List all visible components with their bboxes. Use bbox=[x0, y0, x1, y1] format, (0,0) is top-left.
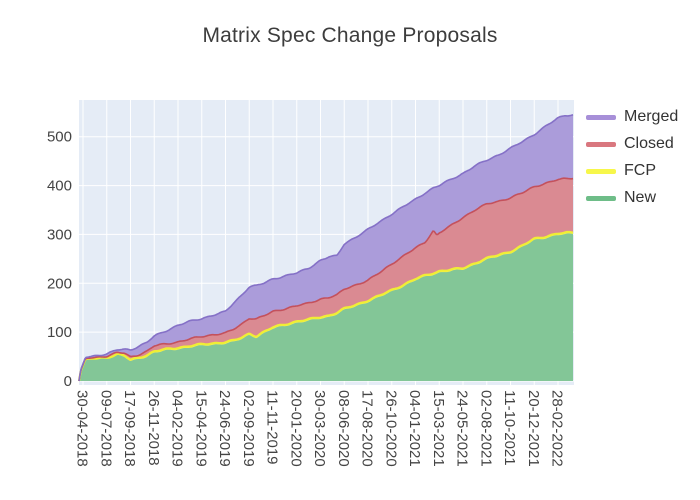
x-tick-label: 30-04-2018 bbox=[74, 390, 91, 467]
y-tick-label: 300 bbox=[47, 226, 72, 243]
legend-item-fcp[interactable]: FCP bbox=[586, 162, 678, 180]
y-tick-label: 100 bbox=[47, 324, 72, 341]
x-tick-label: 08-06-2020 bbox=[335, 390, 352, 467]
x-tick-label: 17-08-2020 bbox=[359, 390, 376, 467]
x-tick-label: 24-05-2021 bbox=[454, 390, 471, 467]
legend-swatch-closed bbox=[586, 141, 616, 147]
x-tick-label: 11-11-2019 bbox=[264, 390, 281, 465]
x-tick-label: 02-09-2019 bbox=[240, 390, 257, 467]
legend-label: Closed bbox=[624, 135, 674, 152]
x-tick-label: 26-11-2018 bbox=[145, 390, 162, 466]
legend-item-closed[interactable]: Closed bbox=[586, 135, 678, 153]
chart-title: Matrix Spec Change Proposals bbox=[202, 24, 498, 47]
x-tick-label: 24-06-2019 bbox=[216, 390, 233, 467]
x-tick-label: 02-08-2021 bbox=[477, 390, 494, 467]
legend-item-merged[interactable]: Merged bbox=[586, 108, 678, 126]
line-closed bbox=[78, 177, 574, 382]
y-tick-label: 0 bbox=[64, 373, 72, 390]
legend-label: Merged bbox=[624, 108, 679, 125]
x-tick-label: 20-12-2021 bbox=[525, 390, 542, 467]
legend-swatch-fcp bbox=[586, 168, 616, 174]
legend-swatch-merged bbox=[586, 114, 616, 120]
legend-swatch-new bbox=[586, 195, 616, 201]
x-tick-label: 15-03-2021 bbox=[430, 390, 447, 467]
y-tick-label: 500 bbox=[47, 129, 72, 146]
x-tick-label: 04-01-2021 bbox=[406, 390, 423, 467]
x-tick-label: 09-07-2018 bbox=[97, 390, 114, 467]
y-tick-label: 200 bbox=[47, 275, 72, 292]
legend-label: New bbox=[624, 189, 657, 206]
legend-label: FCP bbox=[624, 162, 656, 179]
line-fcp bbox=[77, 230, 574, 382]
x-tick-label: 30-03-2020 bbox=[311, 390, 328, 467]
x-tick-label: 04-02-2019 bbox=[169, 390, 186, 467]
line-merged bbox=[78, 114, 574, 382]
legend-item-new[interactable]: New bbox=[586, 189, 678, 207]
x-tick-label: 26-10-2020 bbox=[382, 390, 399, 467]
x-tick-label: 28-02-2022 bbox=[549, 390, 566, 467]
legend: Merged Closed FCP New bbox=[586, 108, 678, 207]
x-tick-label: 20-01-2020 bbox=[287, 390, 304, 467]
area-new[interactable] bbox=[79, 233, 573, 381]
y-tick-label: 400 bbox=[47, 178, 72, 195]
x-tick-label: 11-10-2021 bbox=[501, 390, 518, 466]
x-tick-label: 15-04-2019 bbox=[192, 390, 209, 467]
x-tick-label: 17-09-2018 bbox=[121, 390, 138, 467]
